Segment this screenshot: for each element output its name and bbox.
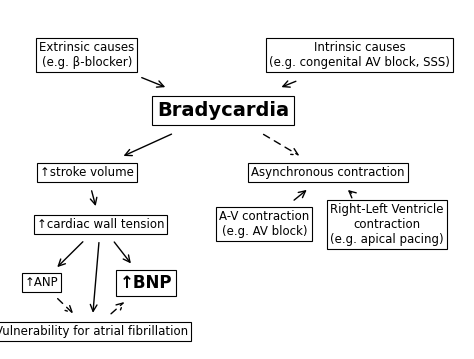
Text: Asynchronous contraction: Asynchronous contraction [251, 166, 405, 179]
Text: Bradycardia: Bradycardia [157, 101, 290, 120]
Text: ↑cardiac wall tension: ↑cardiac wall tension [37, 218, 164, 231]
Text: Vulnerability for atrial fibrillation: Vulnerability for atrial fibrillation [0, 325, 188, 338]
Text: ↑stroke volume: ↑stroke volume [40, 166, 134, 179]
Text: Intrinsic causes
(e.g. congenital AV block, SSS): Intrinsic causes (e.g. congenital AV blo… [269, 41, 450, 69]
Text: ↑ANP: ↑ANP [25, 276, 58, 289]
Text: Extrinsic causes
(e.g. β-blocker): Extrinsic causes (e.g. β-blocker) [39, 41, 135, 69]
Text: Right-Left Ventricle
contraction
(e.g. apical pacing): Right-Left Ventricle contraction (e.g. a… [330, 203, 444, 246]
Text: ↑BNP: ↑BNP [120, 274, 172, 292]
Text: A-V contraction
(e.g. AV block): A-V contraction (e.g. AV block) [219, 210, 310, 238]
